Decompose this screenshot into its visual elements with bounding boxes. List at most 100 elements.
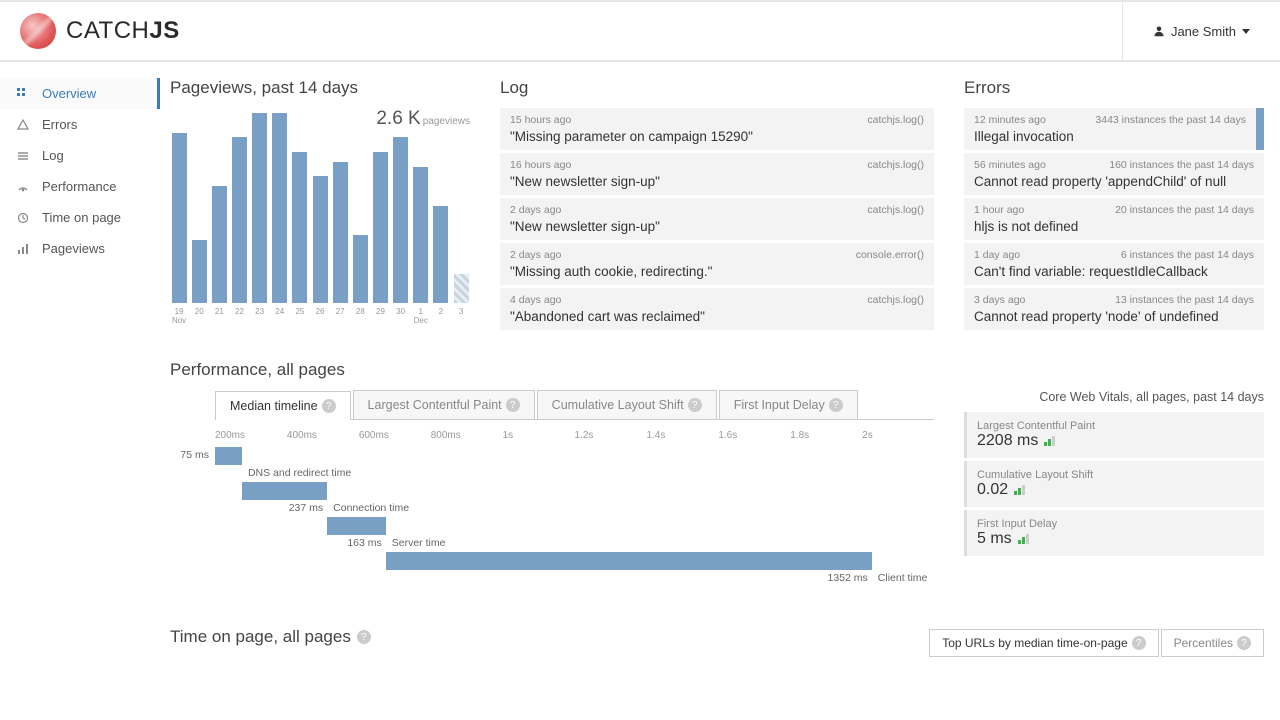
bar[interactable] [272, 113, 287, 303]
sidebar-item-pageviews[interactable]: Pageviews [0, 233, 160, 264]
bar-column: 29 [371, 152, 389, 325]
bars-icon [16, 243, 30, 255]
timeline-chart: 200ms400ms600ms800ms1s1.2s1.4s1.6s1.8s2s… [215, 430, 934, 587]
bar-label: 25 [295, 307, 304, 316]
tab-cumulative-layout-shift[interactable]: Cumulative Layout Shift? [537, 390, 717, 419]
help-icon[interactable]: ? [1132, 636, 1146, 650]
log-item[interactable]: 2 days agocatchjs.log()"New newsletter s… [500, 198, 934, 240]
bar[interactable] [292, 152, 307, 303]
timeline-bar[interactable] [242, 482, 327, 500]
timeline-bar[interactable] [327, 517, 386, 535]
triangle-icon [16, 119, 30, 131]
bar-label: 24 [275, 307, 284, 316]
sidebar-item-time-on-page[interactable]: Time on page [0, 202, 160, 233]
cwv-card[interactable]: First Input Delay5 ms [964, 510, 1264, 556]
tab-first-input-delay[interactable]: First Input Delay? [719, 390, 858, 419]
cwv-label: Largest Contentful Paint [977, 420, 1254, 432]
log-source: catchjs.log() [867, 204, 924, 216]
user-menu[interactable]: Jane Smith [1122, 0, 1260, 62]
timeline-bar[interactable] [386, 552, 872, 570]
bar[interactable] [353, 235, 368, 303]
error-count: 20 instances the past 14 days [1115, 204, 1254, 216]
user-name: Jane Smith [1171, 24, 1236, 39]
log-item[interactable]: 4 days agocatchjs.log()"Abandoned cart w… [500, 288, 934, 330]
bar[interactable] [333, 162, 348, 303]
timeline-value: 163 ms [347, 537, 381, 549]
logo[interactable]: CATCHJS [20, 13, 180, 49]
tick: 1.6s [718, 430, 790, 441]
bar-column: 27 [331, 162, 349, 325]
bar-label: 22 [235, 307, 244, 316]
timeline-bar[interactable] [215, 447, 242, 465]
bar[interactable] [172, 133, 187, 304]
log-item[interactable]: 15 hours agocatchjs.log()"Missing parame… [500, 108, 934, 150]
tab-median-timeline[interactable]: Median timeline? [215, 391, 351, 420]
bar[interactable] [192, 240, 207, 303]
error-item[interactable]: 3 days ago13 instances the past 14 daysC… [964, 288, 1264, 330]
help-icon[interactable]: ? [688, 398, 702, 412]
bar[interactable] [433, 206, 448, 303]
error-item[interactable]: 1 hour ago20 instances the past 14 daysh… [964, 198, 1264, 240]
time-on-page-title: Time on page, all pages? [170, 627, 371, 647]
grid-icon [16, 88, 30, 100]
cwv-card[interactable]: Cumulative Layout Shift0.02 [964, 461, 1264, 507]
tab-top-urls-by-median-time-on-page[interactable]: Top URLs by median time-on-page? [929, 629, 1158, 657]
error-item[interactable]: 12 minutes ago3443 instances the past 14… [964, 108, 1264, 150]
nav-label: Errors [42, 117, 77, 132]
cwv-card[interactable]: Largest Contentful Paint2208 ms [964, 412, 1264, 458]
bar-sublabel: Nov [172, 316, 186, 325]
pageviews-total: 2.6 Kpageviews [170, 108, 470, 130]
error-message: Cannot read property 'node' of undefined [974, 309, 1254, 324]
tab-percentiles[interactable]: Percentiles? [1161, 629, 1264, 657]
user-icon [1153, 25, 1165, 37]
help-icon[interactable]: ? [829, 398, 843, 412]
bar-label: 27 [336, 307, 345, 316]
error-time: 3 days ago [974, 294, 1025, 306]
bar[interactable] [313, 176, 328, 303]
bar-label: 30 [396, 307, 405, 316]
error-item[interactable]: 56 minutes ago160 instances the past 14 … [964, 153, 1264, 195]
log-source: catchjs.log() [867, 294, 924, 306]
bar[interactable] [212, 186, 227, 303]
error-item[interactable]: 1 day ago6 instances the past 14 daysCan… [964, 243, 1264, 285]
log-item[interactable]: 2 days agoconsole.error()"Missing auth c… [500, 243, 934, 285]
log-time: 2 days ago [510, 249, 561, 261]
help-icon[interactable]: ? [506, 398, 520, 412]
tab-largest-contentful-paint[interactable]: Largest Contentful Paint? [353, 390, 535, 419]
timeline-row: 237 msConnection time [215, 482, 934, 517]
bar-label: 26 [316, 307, 325, 316]
signal-icon [1014, 485, 1025, 495]
log-source: catchjs.log() [867, 114, 924, 126]
tick: 200ms [215, 430, 287, 441]
bar-label: 21 [215, 307, 224, 316]
sidebar-item-log[interactable]: Log [0, 140, 160, 171]
bar[interactable] [232, 137, 247, 303]
sidebar-item-overview[interactable]: Overview [0, 78, 160, 109]
bar[interactable] [252, 113, 267, 303]
error-time: 56 minutes ago [974, 159, 1046, 171]
log-time: 15 hours ago [510, 114, 571, 126]
error-message: hljs is not defined [974, 219, 1254, 234]
timeline-value: 1352 ms [828, 572, 868, 584]
bar-label: 2 [439, 307, 443, 316]
bar-column: 3 [452, 274, 470, 325]
log-message: "Abandoned cart was reclaimed" [510, 309, 924, 324]
log-item[interactable]: 16 hours agocatchjs.log()"New newsletter… [500, 153, 934, 195]
timeline-label: DNS and redirect time [242, 467, 351, 479]
help-icon[interactable]: ? [322, 399, 336, 413]
bar-label: 19 [175, 307, 184, 316]
cwv-value: 5 ms [977, 530, 1012, 548]
pageviews-panel: Pageviews, past 14 days 2.6 Kpageviews 1… [170, 78, 470, 330]
bar[interactable] [393, 137, 408, 303]
bar-sublabel: Dec [414, 316, 428, 325]
bar-column: 23 [251, 113, 269, 325]
bar[interactable] [373, 152, 388, 303]
sidebar-item-errors[interactable]: Errors [0, 109, 160, 140]
bar[interactable] [454, 274, 469, 303]
main-content: Pageviews, past 14 days 2.6 Kpageviews 1… [160, 62, 1280, 673]
bar-column: 2 [432, 206, 450, 325]
help-icon[interactable]: ? [1237, 636, 1251, 650]
sidebar-item-performance[interactable]: Performance [0, 171, 160, 202]
help-icon[interactable]: ? [357, 630, 371, 644]
bar[interactable] [413, 167, 428, 303]
